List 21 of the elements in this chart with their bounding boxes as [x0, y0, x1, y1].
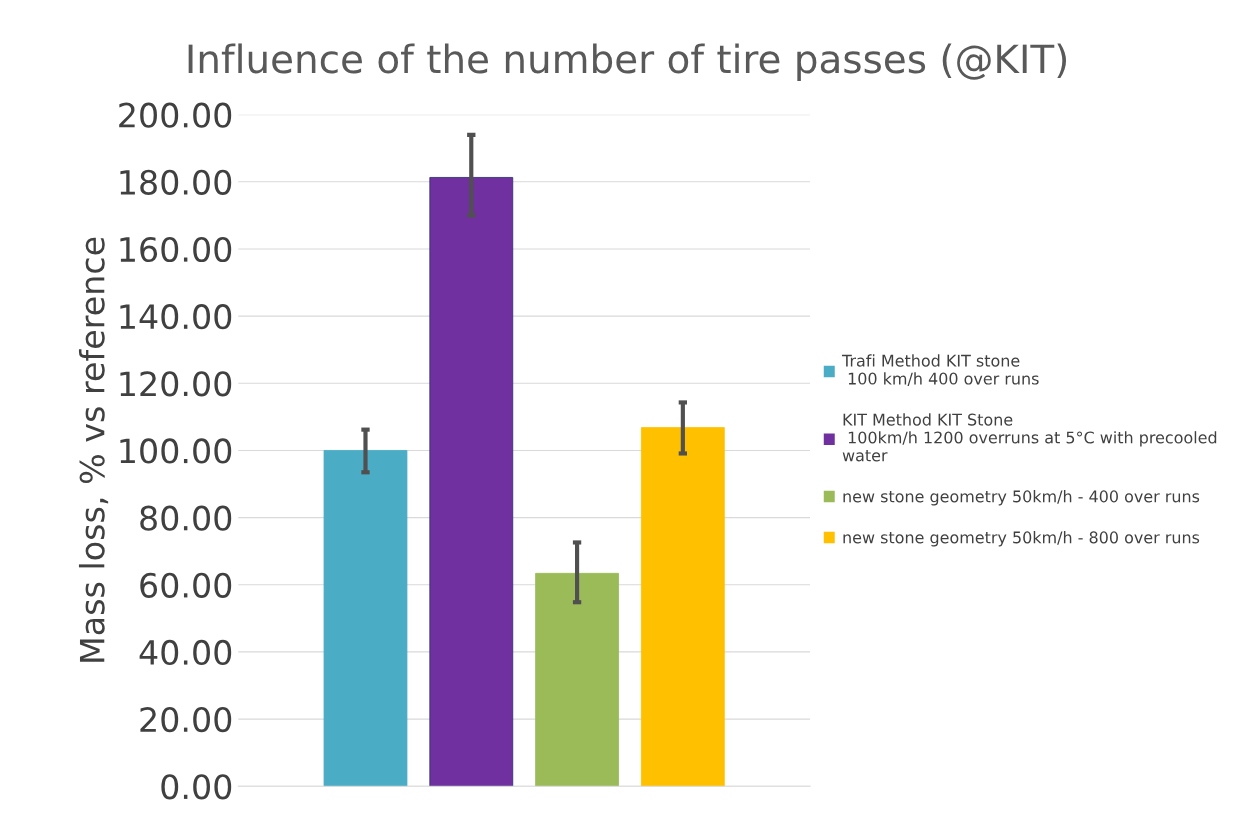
legend-label: new stone geometry 50km/h - 800 over runs	[843, 531, 1200, 547]
bar	[535, 572, 619, 787]
y-tick-label: 100.00	[120, 438, 232, 464]
y-tick-label: 80.00	[140, 505, 232, 531]
y-tick-label: 0.00	[161, 774, 232, 800]
y-tick-label: 200.00	[119, 102, 232, 128]
legend-label: Trafi Method KIT stone 100 km/h 400 over runs	[841, 354, 1039, 386]
y-tick-label: 60.00	[140, 572, 232, 598]
y-tick-label: 120.00	[120, 371, 232, 397]
chart-title: Influence of the number of tire passes (@KIT)	[188, 43, 1067, 82]
y-axis-title: Mass loss, % vs reference	[78, 237, 109, 662]
y-tick-label: 180.00	[120, 169, 232, 195]
legend-label: KIT Method KIT Stone 100km/h 1200 overruns at 5°C with precooled water	[842, 413, 1217, 462]
y-tick-label: 20.00	[140, 707, 232, 733]
bar	[429, 177, 514, 787]
bar	[640, 427, 725, 787]
y-tick-label: 160.00	[120, 236, 232, 263]
bar	[323, 450, 408, 787]
y-tick-label: 140.00	[120, 304, 232, 330]
legend-label: new stone geometry 50km/h - 400 over runs	[843, 490, 1200, 506]
y-tick-label: 40.00	[139, 639, 232, 666]
